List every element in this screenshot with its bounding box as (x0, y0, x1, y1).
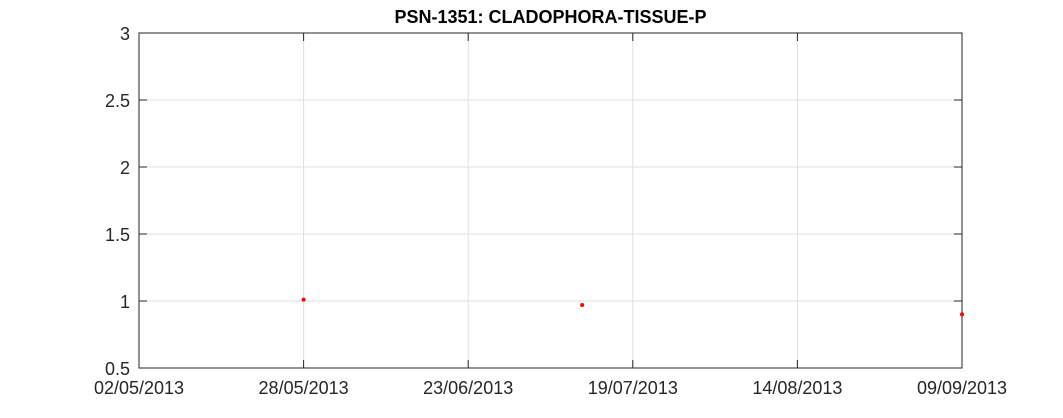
chart-title: PSN-1351: CLADOPHORA-TISSUE-P (394, 7, 706, 27)
x-tick-label: 23/06/2013 (423, 378, 513, 398)
y-tick-label: 2 (120, 158, 130, 178)
y-tick-label: 3 (120, 24, 130, 44)
y-tick-label: 1.5 (105, 225, 130, 245)
x-tick-label: 02/05/2013 (94, 378, 184, 398)
y-tick-labels: 0.5 1 1.5 2 2.5 3 (105, 24, 130, 379)
data-point (580, 303, 585, 308)
data-point (960, 312, 964, 317)
x-tick-label: 09/09/2013 (917, 378, 1007, 398)
x-tick-label: 28/05/2013 (259, 378, 349, 398)
plot-area-border (138, 32, 963, 369)
y-tick-label: 1 (120, 292, 130, 312)
data-points (301, 297, 964, 317)
x-tick-labels: 02/05/2013 28/05/2013 23/06/2013 19/07/2013… (94, 378, 1007, 398)
grid-layer (139, 33, 962, 368)
y-tick-label: 2.5 (105, 91, 130, 111)
tick-marks (138, 32, 963, 369)
y-tick-label: 0.5 (105, 359, 130, 379)
data-point (301, 297, 306, 302)
x-tick-label: 14/08/2013 (752, 378, 842, 398)
x-tick-label: 19/07/2013 (588, 378, 678, 398)
